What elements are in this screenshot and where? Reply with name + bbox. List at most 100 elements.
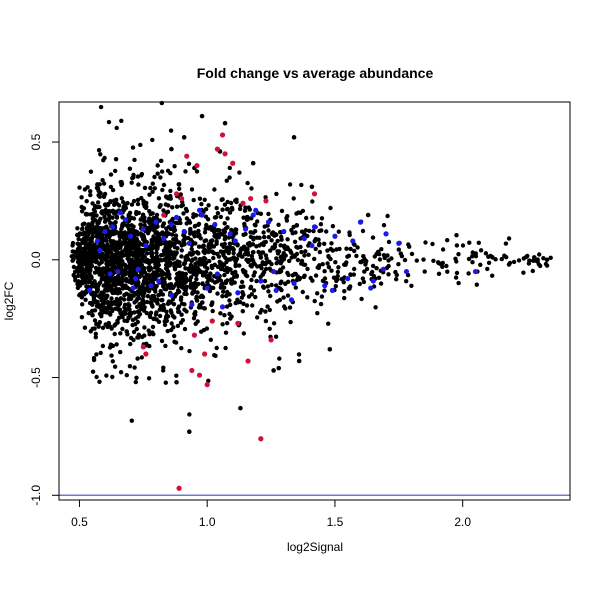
data-point-red — [245, 358, 251, 364]
y-tick-label: 0.5 — [29, 133, 43, 150]
data-point — [197, 303, 203, 308]
data-point — [155, 224, 160, 229]
data-point — [113, 306, 118, 311]
data-point — [225, 321, 230, 326]
data-point — [146, 328, 151, 333]
data-point — [90, 234, 95, 239]
data-point — [88, 192, 93, 198]
data-point — [89, 274, 94, 279]
data-point — [179, 254, 184, 259]
data-point — [276, 222, 281, 227]
data-point — [140, 284, 145, 289]
data-point — [193, 267, 199, 273]
data-point — [193, 272, 199, 278]
data-point — [95, 252, 100, 257]
data-point — [227, 210, 233, 215]
data-point — [227, 311, 232, 317]
data-point — [100, 325, 106, 330]
data-point — [202, 306, 207, 311]
data-point — [88, 189, 93, 194]
data-point — [178, 297, 184, 302]
data-point — [220, 265, 225, 271]
data-point — [136, 280, 141, 285]
data-point — [214, 279, 220, 284]
data-point — [409, 251, 415, 257]
data-point — [274, 232, 279, 237]
data-point — [88, 169, 94, 174]
data-point — [423, 240, 428, 245]
data-point — [149, 241, 155, 247]
data-point — [399, 254, 405, 259]
data-point-blue — [97, 247, 103, 253]
data-point — [136, 240, 142, 245]
data-point — [320, 262, 325, 267]
data-point — [537, 252, 542, 257]
data-point — [224, 265, 230, 271]
data-point — [141, 266, 147, 272]
data-point — [135, 356, 140, 361]
data-point — [194, 169, 200, 174]
data-point — [187, 348, 192, 354]
data-point — [141, 233, 146, 238]
data-point — [186, 235, 191, 241]
data-point — [210, 300, 215, 305]
data-point — [301, 274, 307, 280]
data-point — [340, 276, 345, 282]
data-point — [198, 294, 203, 300]
data-point-blue — [242, 226, 249, 232]
data-point — [307, 228, 312, 233]
data-point — [187, 429, 192, 435]
data-point — [167, 257, 172, 262]
data-point — [174, 204, 180, 209]
data-point — [374, 251, 379, 257]
data-point — [193, 263, 198, 269]
data-point — [114, 296, 120, 302]
data-point — [138, 217, 143, 222]
data-point — [235, 243, 240, 248]
data-point — [97, 182, 102, 187]
data-point — [320, 278, 326, 283]
data-point-blue — [350, 238, 356, 244]
data-point — [296, 352, 302, 357]
data-point — [191, 232, 197, 237]
data-point — [149, 224, 154, 229]
data-point — [360, 276, 366, 281]
data-point — [181, 211, 186, 216]
data-point — [249, 254, 255, 259]
data-point — [386, 263, 391, 269]
data-point — [196, 244, 202, 249]
data-point — [135, 244, 141, 249]
data-point — [129, 280, 134, 286]
data-point — [230, 246, 236, 251]
data-point — [136, 314, 141, 319]
data-point — [365, 212, 371, 218]
data-point — [161, 208, 166, 213]
data-point — [114, 125, 119, 131]
data-point — [140, 297, 145, 303]
data-point — [87, 230, 92, 235]
data-point — [169, 321, 174, 326]
data-point — [248, 263, 253, 268]
data-point — [158, 158, 164, 164]
data-point — [172, 245, 178, 250]
data-point — [294, 211, 299, 216]
data-point — [144, 310, 149, 316]
data-point — [101, 158, 106, 163]
data-point — [214, 345, 219, 351]
data-point — [159, 298, 164, 303]
data-point — [106, 119, 112, 125]
data-point — [486, 260, 492, 265]
data-point — [262, 234, 267, 240]
data-point — [150, 324, 156, 330]
data-point — [337, 246, 342, 252]
data-point — [229, 256, 235, 261]
data-point — [246, 252, 251, 257]
data-point — [108, 238, 113, 244]
data-point — [344, 246, 349, 251]
data-point — [541, 256, 546, 261]
x-axis-label: log2Signal — [287, 540, 343, 554]
data-point — [218, 311, 223, 316]
data-point-red — [219, 132, 226, 138]
